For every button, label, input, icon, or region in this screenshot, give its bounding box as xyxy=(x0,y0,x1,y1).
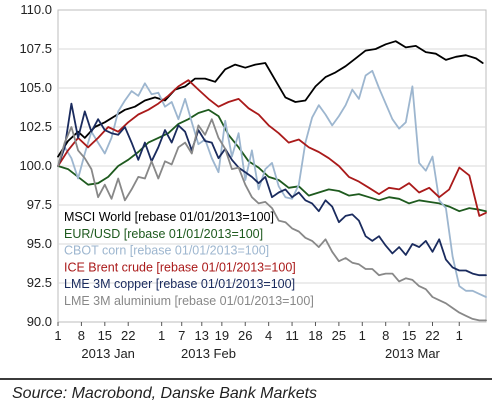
x-tick-label: 19 xyxy=(215,328,229,343)
x-tick-label: 4 xyxy=(265,328,272,343)
source-divider xyxy=(0,378,492,380)
x-tick-label: 1 xyxy=(158,328,165,343)
series-lines xyxy=(57,40,487,322)
x-tick-label: 1 xyxy=(456,328,463,343)
x-tick-label: 8 xyxy=(78,328,85,343)
x-axis-ticks: 1 8 15 22 1 7 13 19 26 4 11 18 25 1 8 15 22 1 xyxy=(54,322,463,343)
legend-entry: MSCI World [rebase 01/01/2013=100] xyxy=(64,210,274,224)
legend-entry: LME 3M copper [rebase 01/01/2013=100] xyxy=(64,277,295,291)
y-tick-label: 102.5 xyxy=(19,119,52,134)
x-axis-months: 2013 Jan 2013 Feb 2013 Mar xyxy=(81,346,440,361)
legend-entry: CBOT corn [rebase 01/01/2013=100] xyxy=(64,244,269,258)
x-tick-label: 18 xyxy=(308,328,322,343)
y-tick-label: 95.0 xyxy=(27,236,52,251)
y-tick-label: 107.5 xyxy=(19,41,52,56)
source-note: Source: Macrobond, Danske Bank Markets xyxy=(12,385,318,402)
y-tick-label: 92.5 xyxy=(27,275,52,290)
x-tick-label: 7 xyxy=(178,328,185,343)
y-tick-label: 97.5 xyxy=(27,197,52,212)
x-tick-label: 11 xyxy=(285,328,299,343)
legend-entry: EUR/USD [rebase 01/01/2013=100] xyxy=(64,227,263,241)
x-tick-label: 1 xyxy=(54,328,61,343)
x-tick-label: 13 xyxy=(195,328,209,343)
x-tick-label: 15 xyxy=(98,328,112,343)
y-tick-label: 90.0 xyxy=(27,314,52,329)
y-tick-label: 105.0 xyxy=(19,80,52,95)
series-line-4 xyxy=(57,102,487,277)
x-tick-label: 26 xyxy=(238,328,252,343)
chart-area: 110.0 107.5 105.0 102.5 100.0 97.5 95.0 92.5 90.… xyxy=(19,2,487,361)
month-label: 2013 Feb xyxy=(181,346,236,361)
line-chart: 110.0 107.5 105.0 102.5 100.0 97.5 95.0 92.5 90.… xyxy=(19,2,487,361)
x-tick-label: 22 xyxy=(425,328,439,343)
x-tick-label: 1 xyxy=(359,328,366,343)
x-tick-label: 8 xyxy=(382,328,389,343)
legend-entry: LME 3M aluminium [rebase 01/01/2013=100] xyxy=(64,294,314,308)
month-label: 2013 Mar xyxy=(385,346,441,361)
series-line-3 xyxy=(57,79,487,217)
y-tick-label: 110.0 xyxy=(20,2,52,17)
y-axis-ticks: 110.0 107.5 105.0 102.5 100.0 97.5 95.0 92.5 90.… xyxy=(19,2,52,329)
series-line-2 xyxy=(57,69,487,298)
x-tick-label: 25 xyxy=(332,328,346,343)
y-tick-label: 100.0 xyxy=(19,158,52,173)
series-line-0 xyxy=(57,40,484,158)
legend: MSCI World [rebase 01/01/2013=100] EUR/US… xyxy=(64,210,314,308)
series-line-5 xyxy=(57,118,487,322)
series-line-1 xyxy=(57,108,487,213)
legend-entry: ICE Brent crude [rebase 01/01/2013=100] xyxy=(64,260,296,274)
month-label: 2013 Jan xyxy=(81,346,135,361)
x-tick-label: 15 xyxy=(402,328,416,343)
x-tick-label: 22 xyxy=(121,328,135,343)
grid-lines xyxy=(58,48,486,284)
